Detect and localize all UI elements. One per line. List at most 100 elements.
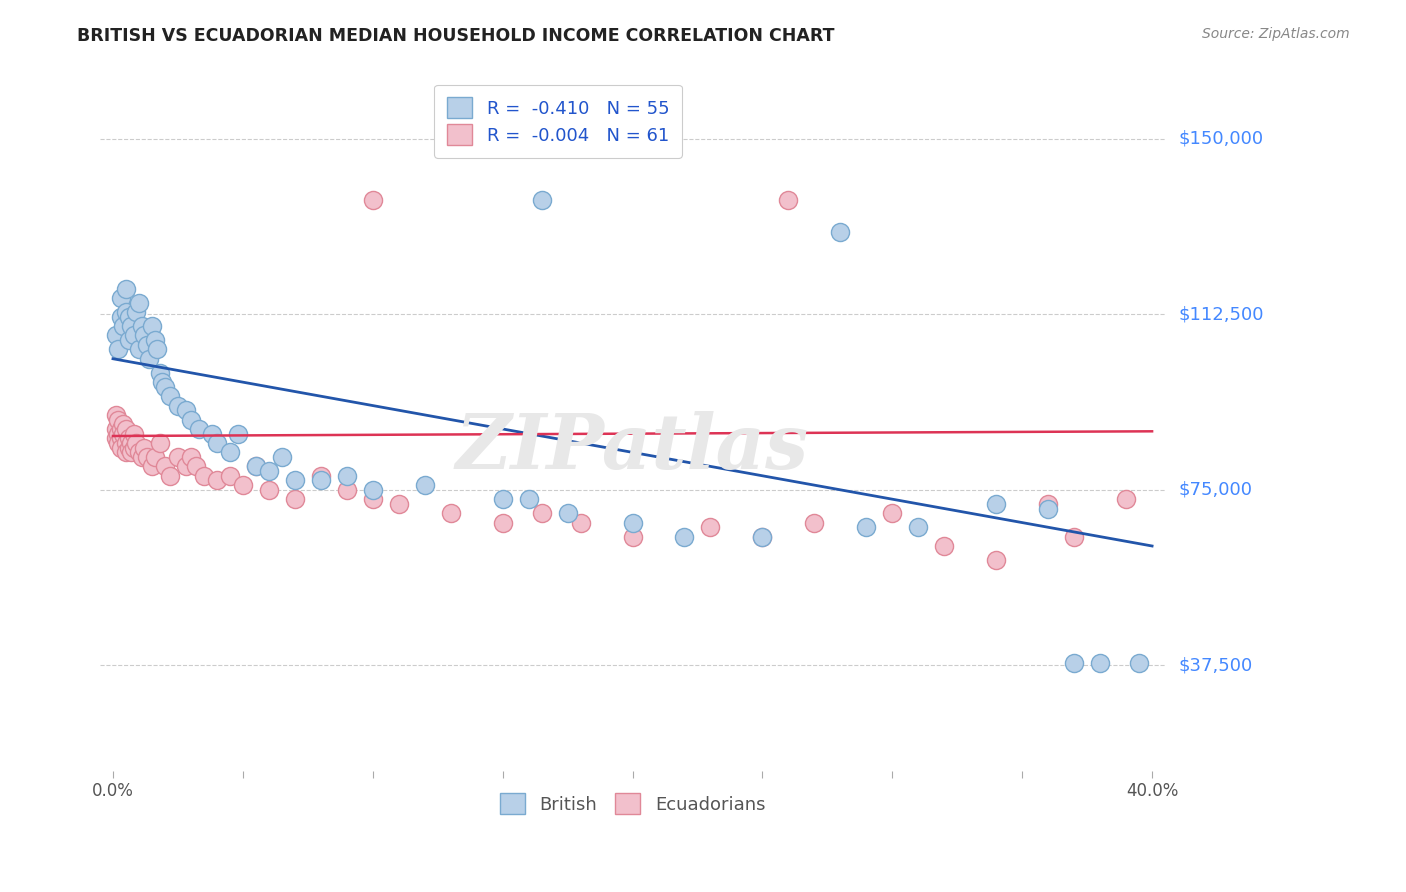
Point [986,553,1008,567]
Point [125,436,148,450]
Point [135,450,157,464]
Point [336,483,359,497]
Point [117,333,139,347]
Point [491,516,513,530]
Point [232,478,254,492]
Point [309,474,332,488]
Text: BRITISH VS ECUADORIAN MEDIAN HOUSEHOLD INCOME CORRELATION CHART: BRITISH VS ECUADORIAN MEDIAN HOUSEHOLD I… [77,27,835,45]
Point [117,431,139,445]
Point [491,492,513,507]
Point [361,483,384,497]
Point [115,305,138,319]
Point [122,426,145,441]
Point [751,530,773,544]
Point [104,328,127,343]
Point [149,436,172,450]
Point [621,530,644,544]
Point [115,436,138,450]
Point [125,305,148,319]
Point [117,310,139,324]
Point [135,337,157,351]
Point [245,459,267,474]
Point [673,530,696,544]
Point [530,506,553,520]
Point [180,412,202,426]
Point [153,459,176,474]
Point [141,318,163,333]
Point [218,445,240,459]
Point [569,516,592,530]
Point [143,450,166,464]
Point [226,426,249,441]
Point [115,422,138,436]
Point [1036,501,1059,516]
Point [413,478,436,492]
Text: $112,500: $112,500 [1180,305,1264,323]
Point [150,375,173,389]
Point [107,436,129,450]
Point [986,497,1008,511]
Point [621,516,644,530]
Point [134,328,156,343]
Point [557,506,579,520]
Point [120,436,142,450]
Point [1088,656,1111,670]
Point [110,441,132,455]
Point [218,468,240,483]
Point [830,225,852,239]
Point [120,445,142,459]
Point [104,431,127,445]
Point [159,468,181,483]
Point [1128,656,1150,670]
Point [167,399,190,413]
Point [167,450,190,464]
Point [112,426,135,441]
Point [107,412,129,426]
Point [361,492,384,507]
Point [134,441,156,455]
Point [149,366,172,380]
Point [201,426,224,441]
Point [122,328,145,343]
Text: ZIPatlas: ZIPatlas [456,410,808,484]
Point [174,459,197,474]
Text: $75,000: $75,000 [1180,481,1253,499]
Point [245,459,267,474]
Point [699,520,721,534]
Point [146,343,169,357]
Point [138,351,160,366]
Point [128,295,150,310]
Point [131,318,153,333]
Point [120,318,142,333]
Point [517,492,540,507]
Point [143,333,166,347]
Point [128,445,150,459]
Point [180,450,202,464]
Point [112,318,135,333]
Point [193,468,215,483]
Point [882,506,904,520]
Point [153,380,176,394]
Point [117,441,139,455]
Point [107,343,129,357]
Legend: British, Ecuadorians: British, Ecuadorians [489,782,776,825]
Point [309,468,332,483]
Point [122,441,145,455]
Point [284,492,307,507]
Point [110,422,132,436]
Point [131,450,153,464]
Point [778,193,800,207]
Point [907,520,929,534]
Text: $150,000: $150,000 [1180,129,1264,148]
Point [187,422,209,436]
Point [336,468,359,483]
Point [104,422,127,436]
Point [1036,497,1059,511]
Point [270,450,292,464]
Point [388,497,411,511]
Point [184,459,207,474]
Point [855,520,877,534]
Point [174,403,197,417]
Point [115,281,138,295]
Point [257,464,280,478]
